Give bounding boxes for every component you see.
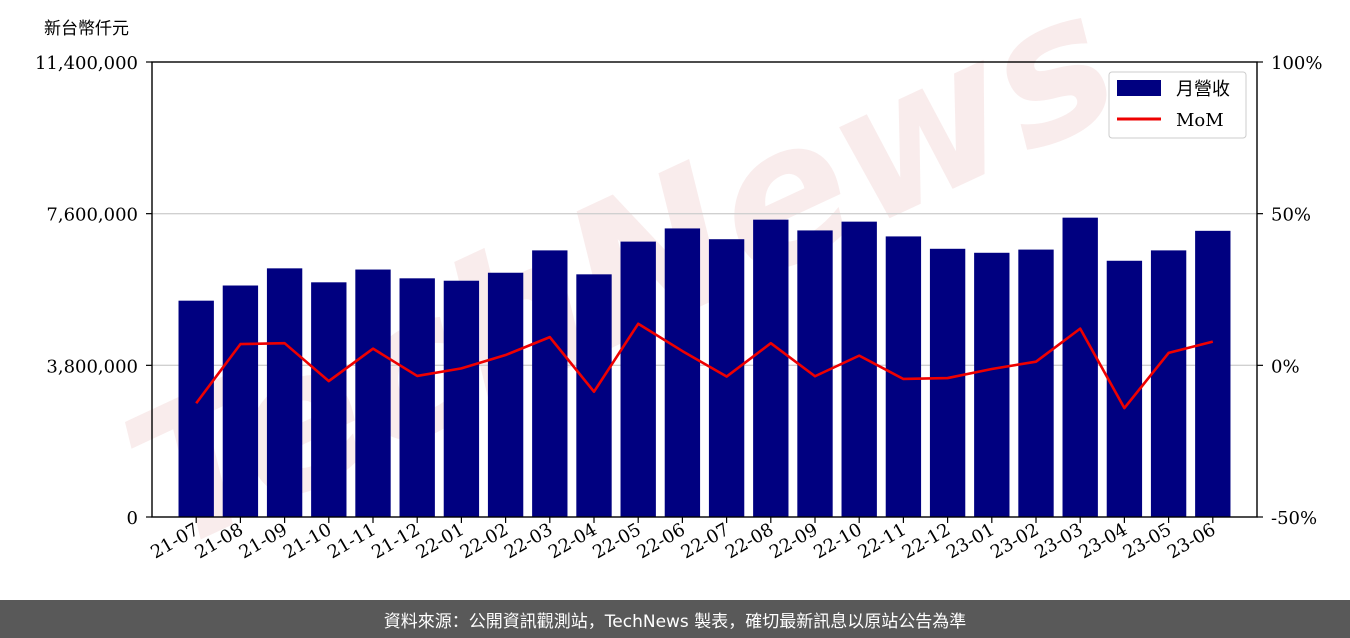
x-tick-label: 22-08 — [722, 519, 777, 563]
x-tick-label: 21-12 — [368, 519, 423, 563]
bar-22-10 — [841, 221, 877, 518]
revenue-chart: TechNews 03,800,0007,600,00011,400,000-5… — [35, 0, 1323, 594]
x-tick-label: 22-02 — [457, 519, 512, 563]
x-tick-label: 22-12 — [899, 519, 954, 563]
x-tick-label: 22-11 — [854, 519, 909, 563]
x-tick-label: 22-09 — [766, 519, 821, 563]
source-footer: 資料來源：公開資訊觀測站，TechNews 製表，確切最新訊息以原站公告為準 — [0, 600, 1350, 638]
y-right-tick-label: -50% — [1271, 508, 1317, 529]
x-tick-label: 22-03 — [501, 519, 556, 563]
bar-22-07 — [708, 239, 745, 518]
bar-21-12 — [399, 278, 435, 517]
x-tick-label: 22-06 — [633, 519, 688, 563]
bar-22-08 — [753, 219, 789, 517]
bar-22-03 — [532, 250, 568, 517]
legend-label-mom: MoM — [1176, 110, 1224, 131]
bar-23-06 — [1195, 230, 1231, 517]
legend-label-revenue: 月營收 — [1176, 79, 1230, 100]
y-left-tick-label: 7,600,000 — [46, 205, 138, 226]
bar-23-01 — [974, 252, 1010, 517]
bar-21-10 — [311, 282, 347, 517]
x-tick-label: 23-02 — [987, 519, 1042, 563]
footer-text: 資料來源：公開資訊觀測站，TechNews 製表，確切最新訊息以原站公告為準 — [383, 611, 967, 632]
y-right-tick-label: 50% — [1271, 205, 1311, 226]
x-tick-label: 22-04 — [545, 519, 600, 563]
x-tick-label: 23-03 — [1031, 519, 1086, 563]
x-tick-label: 22-07 — [678, 519, 733, 563]
x-tick-label: 22-01 — [412, 519, 467, 563]
plot-frame — [151, 61, 1258, 518]
x-tick-label: 23-04 — [1075, 519, 1130, 563]
bar-22-02 — [487, 272, 524, 517]
y-left-tick-label: 11,400,000 — [35, 53, 138, 74]
bar-22-11 — [885, 236, 922, 517]
bar-21-11 — [355, 269, 391, 517]
bar-21-09 — [266, 268, 303, 517]
x-tick-label: 22-05 — [589, 519, 644, 563]
legend-swatch-revenue — [1117, 80, 1161, 96]
x-tick-label: 23-06 — [1164, 519, 1219, 563]
bar-23-02 — [1018, 249, 1054, 518]
bar-21-08 — [222, 285, 259, 517]
bar-22-12 — [929, 248, 966, 517]
bar-22-05 — [620, 241, 656, 517]
bar-23-03 — [1062, 217, 1098, 517]
bar-23-05 — [1150, 250, 1187, 517]
y-left-tick-label: 3,800,000 — [46, 356, 138, 377]
x-tick-label: 23-01 — [943, 519, 998, 563]
bar-22-04 — [576, 274, 612, 517]
mom-line — [195, 322, 1214, 410]
bar-22-06 — [664, 228, 701, 517]
y-right-tick-label: 100% — [1271, 53, 1322, 74]
bar-23-04 — [1106, 260, 1143, 517]
x-tick-label: 22-10 — [810, 519, 865, 563]
chart-legend: 月營收 MoM — [1108, 71, 1247, 139]
x-tick-label: 23-05 — [1120, 519, 1175, 563]
bar-22-09 — [797, 230, 833, 518]
y-left-tick-label: 0 — [127, 508, 138, 529]
bar-21-07 — [178, 300, 214, 517]
bar-22-01 — [443, 280, 480, 517]
y-axis-unit-label: 新台幣仟元 — [44, 19, 129, 39]
y-right-tick-label: 0% — [1271, 356, 1300, 377]
